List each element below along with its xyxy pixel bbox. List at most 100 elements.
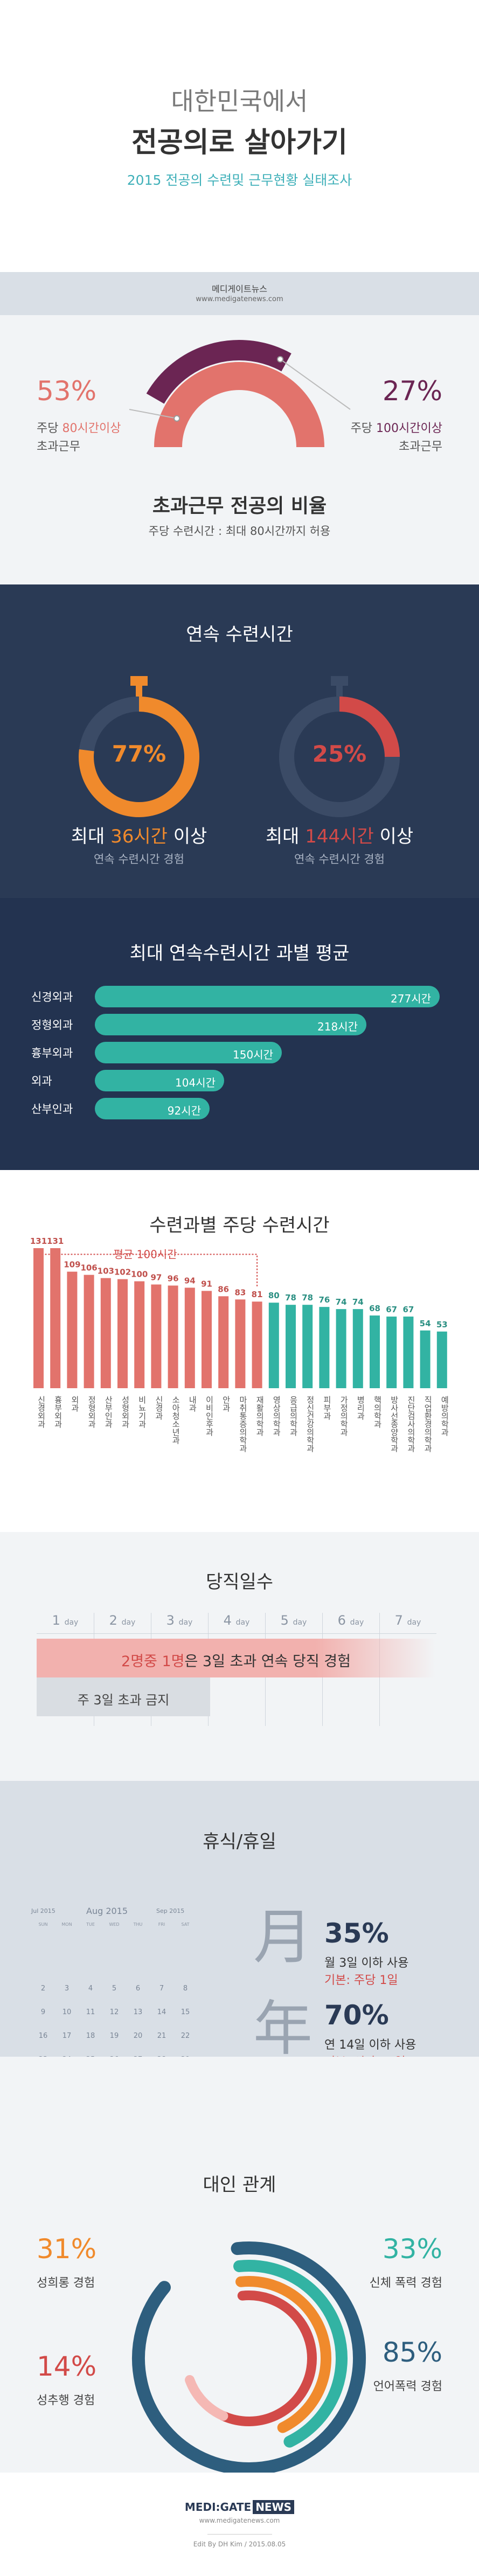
weekly-bar-chart: 평균 100시간 131 신경외과 131 흉부외과 109 외과 106 정형외과 103 산부…	[30, 1236, 449, 1452]
duty-day-5: 5 day	[280, 1613, 307, 1628]
rel-arc-2	[233, 2260, 348, 2448]
bar-17	[319, 1307, 330, 1388]
cal-day: 19	[109, 2032, 119, 2040]
bar-15	[286, 1305, 296, 1388]
gauge-arc-80h	[154, 362, 324, 448]
consecutive-section: 연속 수련시간 77% 25% 최대 36시간 이상 연속 수련시간 경험 최대…	[0, 584, 479, 898]
cal-prev: Jul 2015	[31, 1907, 55, 1914]
maxdept-bar-4: 92시간	[95, 1098, 210, 1119]
bar-value-3: 106	[80, 1263, 97, 1273]
relations-arcs	[132, 2241, 366, 2473]
footer: MEDI:GATE NEWS www.medigatenews.com Edit …	[0, 2473, 479, 2576]
maxdept-bar-0: 277시간	[95, 986, 440, 1007]
maxdept-value-4: 92시간	[167, 1104, 201, 1117]
rest-section: 휴식/휴일 Jul 2015 Aug 2015 Sep 2015 SUN MON T…	[0, 1781, 479, 2057]
bar-value-4: 103	[98, 1266, 114, 1276]
maxdept-label-1: 정형외과	[31, 1019, 73, 1032]
cal-day: 9	[40, 2008, 46, 2016]
ring-2-sub: 연속 수련시간 경험	[294, 853, 385, 866]
overtime-section: 53% 주당 80시간이상 초과근무 27% 주당 100시간이상 초과근무 초…	[0, 315, 479, 584]
year-base: 기본: 연가 14일	[324, 2052, 406, 2057]
bar-value-23: 54	[420, 1319, 431, 1328]
month-base: 기본: 주당 1일	[324, 1974, 398, 1987]
bar-value-14: 80	[268, 1291, 280, 1300]
bar-18	[336, 1309, 346, 1388]
maxdept-label-0: 신경외과	[31, 991, 73, 1004]
year-glyph: 年	[253, 1994, 313, 2057]
cal-day: 21	[157, 2032, 166, 2040]
bar-label-13: 재활의학과	[255, 1396, 265, 1436]
rel-pct-0: 31%	[37, 2233, 97, 2265]
bar-12	[235, 1299, 246, 1388]
overtime-gauge	[129, 340, 351, 448]
cal-day: 29	[173, 2056, 197, 2057]
bar-value-20: 68	[369, 1304, 380, 1313]
rel-arc-0	[235, 2276, 331, 2433]
maxdept-label-4: 산부인과	[31, 1103, 73, 1116]
duty-title: 당직일수	[205, 1571, 274, 1593]
cal-day: 20	[133, 2032, 143, 2040]
bar-8	[168, 1285, 178, 1388]
rel-pct-1: 14%	[37, 2351, 97, 2382]
bar-value-18: 74	[336, 1297, 347, 1307]
cal-day: 17	[62, 2032, 72, 2040]
rel-pct-3: 85%	[382, 2337, 442, 2368]
bar-value-1: 131	[47, 1236, 64, 1246]
rel-pct-2: 33%	[382, 2233, 442, 2265]
header-line1: 대한민국에서	[171, 87, 308, 116]
bar-label-20: 핵의학과	[373, 1396, 383, 1428]
rel-arc-3	[132, 2241, 366, 2473]
duty-ban-text: 주 3일 초과 금지	[77, 1693, 170, 1708]
duty-day-2: 2 day	[109, 1613, 136, 1628]
cal-day: 23	[31, 2056, 55, 2057]
bar-6	[134, 1281, 145, 1388]
ring-stem-1	[136, 686, 142, 697]
weekly-chart-section: 수련과별 주당 수련시간 평균 100시간 131 신경외과 131 흉부외과 109 외…	[0, 1170, 479, 1532]
cal-day: 2	[40, 1985, 46, 1993]
footer-url: www.medigatenews.com	[199, 2517, 280, 2524]
duty-day-4: 4 day	[223, 1613, 250, 1628]
bar-23	[420, 1330, 431, 1388]
overtime-right-desc1: 주당 100시간이상	[350, 422, 442, 435]
cal-day: 4	[88, 1985, 93, 1993]
cal-weekday: MON	[61, 1922, 72, 1927]
bar-label-15: 응급의학과	[289, 1396, 298, 1436]
cal-day: 16	[38, 2032, 48, 2040]
bar-label-24: 예방의학과	[440, 1396, 449, 1436]
bar-label-12: 마취통증의학과	[238, 1396, 248, 1452]
ring-knob-2	[331, 676, 348, 686]
bar-13	[252, 1301, 262, 1388]
cal-day: 27	[126, 2056, 150, 2057]
duty-section: 당직일수 1 day 2 day 3 day 4 day 5 day 6 day 7 day…	[0, 1532, 479, 1781]
duty-day-3: 3 day	[166, 1613, 193, 1628]
maxdept-section: 최대 연속수련시간 과별 평균 신경외과 277시간 정형외과 218시간 흉부외과 15…	[0, 898, 479, 1170]
bar-22	[403, 1317, 414, 1388]
cal-day: 22	[181, 2032, 190, 2040]
ring-fill-1	[79, 697, 199, 817]
bar-label-11: 안과	[221, 1396, 231, 1412]
cal-weekday: SAT	[181, 1922, 190, 1927]
rel-arc-1	[218, 2290, 317, 2426]
bar-10	[202, 1291, 212, 1388]
maxdept-label-3: 외과	[31, 1075, 52, 1088]
bar-label-2: 외과	[70, 1396, 80, 1412]
cal-day: 26	[102, 2056, 126, 2057]
rel-label-3: 언어폭력 경험	[373, 2380, 442, 2393]
maxdept-label-2: 흉부외과	[31, 1047, 73, 1060]
duty-ban-bar	[37, 1677, 210, 1716]
bar-21	[386, 1317, 397, 1388]
bar-3	[84, 1275, 94, 1388]
bar-label-0: 신경외과	[37, 1396, 46, 1428]
bar-label-6: 비뇨기과	[137, 1396, 147, 1428]
bar-2	[67, 1271, 78, 1388]
cal-current: Aug 2015	[86, 1906, 128, 1916]
bar-label-5: 성형외과	[121, 1396, 130, 1428]
overtime-right-pct: 27%	[382, 375, 442, 407]
maxdept-bar-1: 218시간	[95, 1014, 366, 1035]
bar-value-8: 96	[168, 1273, 179, 1283]
overtime-left-pct: 53%	[37, 375, 97, 407]
cal-weekday: THU	[133, 1922, 143, 1927]
bar-9	[184, 1287, 195, 1388]
source-name: 메디게이트뉴스	[211, 284, 268, 294]
bar-11	[218, 1296, 229, 1388]
